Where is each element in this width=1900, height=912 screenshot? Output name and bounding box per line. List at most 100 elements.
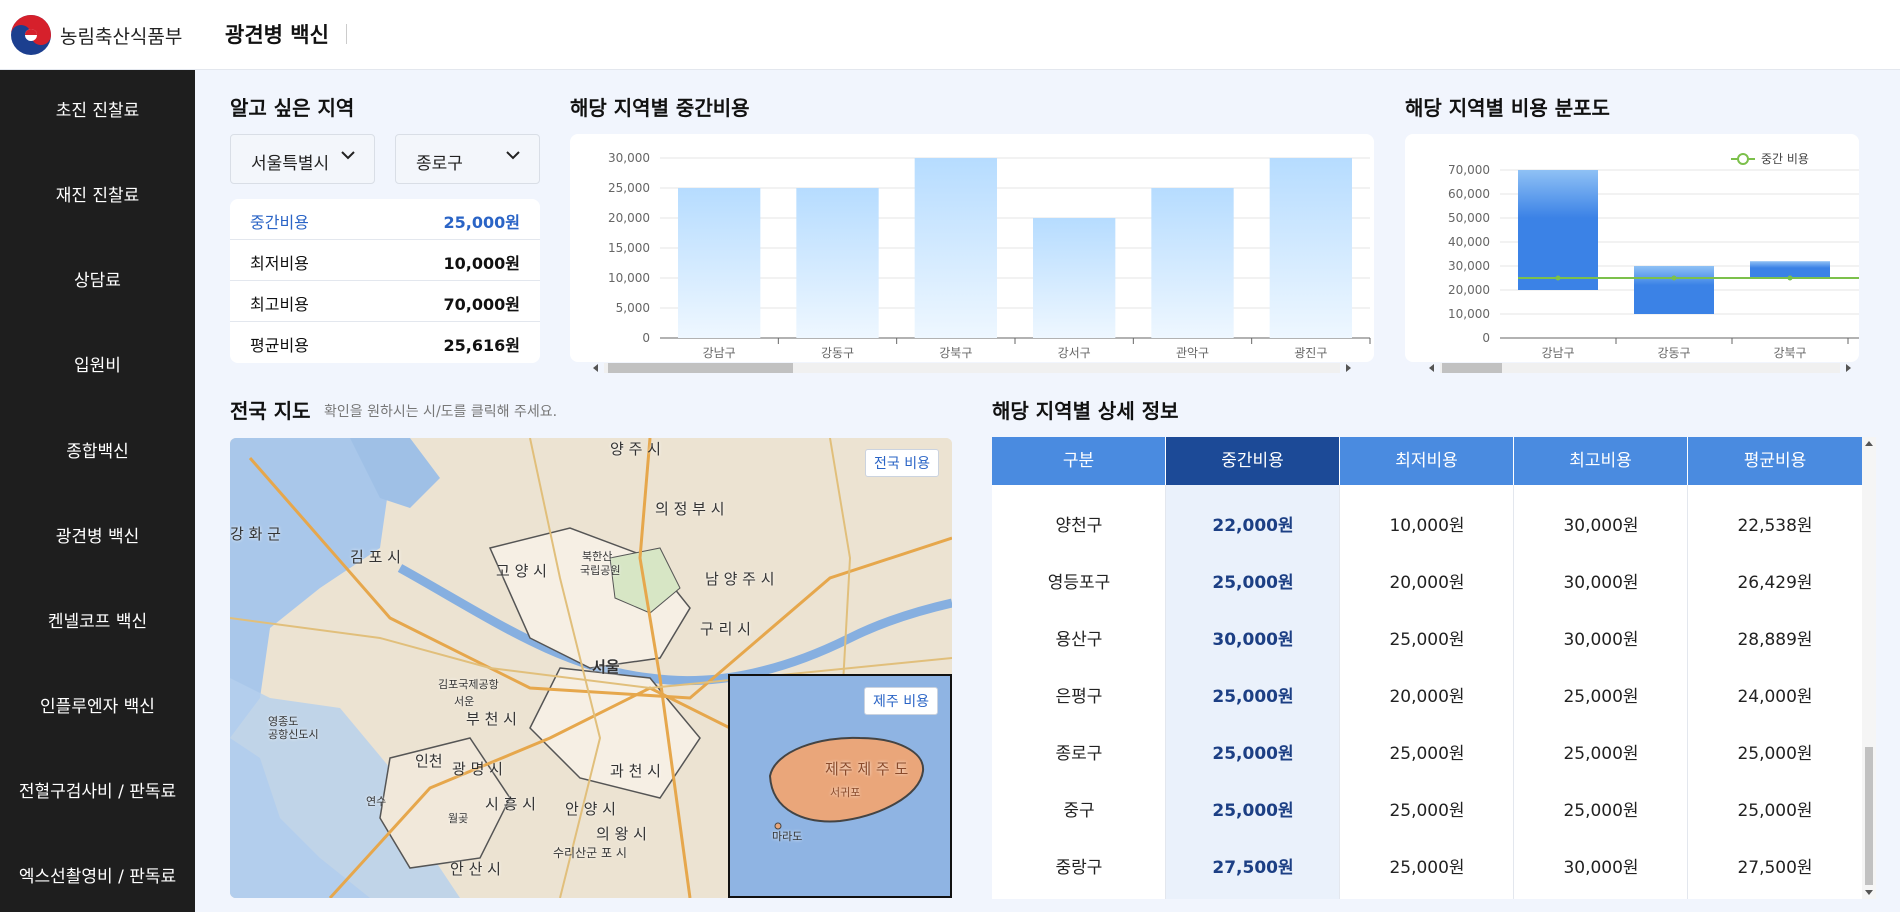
map-label: 남 양 주 시 — [705, 570, 775, 588]
table-cell-avg: 25,000원 — [1737, 744, 1813, 764]
map-label: 시 흥 시 — [485, 795, 536, 813]
table-scrollbar[interactable] — [1862, 437, 1876, 899]
table-row[interactable]: 중구 25,000원 25,000원 25,000원 25,000원 — [992, 783, 1862, 840]
city-dropdown[interactable]: 서울특별시 — [230, 134, 375, 184]
table-row[interactable]: 종로구 25,000원 25,000원 25,000원 25,000원 — [992, 726, 1862, 783]
table-cell-max: 25,000원 — [1563, 687, 1639, 707]
table-cell-median: 25,000원 — [1212, 801, 1294, 821]
median-chart-card: 0 5,000 10,000 15,000 20,000 25,000 30,000 강남구 강… — [570, 134, 1374, 362]
scroll-right-arrow-icon[interactable] — [1846, 364, 1851, 372]
table-row[interactable]: 용산구 30,000원 25,000원 30,000원 28,889원 — [992, 612, 1862, 669]
top-header: 농림축산식품부 광견병 백신 — [0, 0, 1900, 70]
range-bar[interactable] — [1634, 266, 1714, 314]
stat-label: 최고비용 — [250, 295, 309, 314]
table-cell-min: 20,000원 — [1389, 573, 1465, 593]
scrollbar-thumb[interactable] — [1865, 747, 1873, 885]
sidebar-item-combo-vaccine[interactable]: 종합백신 — [66, 442, 129, 462]
y-tick-label: 60,000 — [1448, 187, 1490, 201]
y-tick-label: 25,000 — [608, 181, 650, 195]
column-header-median[interactable]: 중간비용 — [1166, 437, 1340, 485]
bar[interactable] — [678, 188, 761, 338]
sidebar-item-cbc-test[interactable]: 전혈구검사비 / 판독료 — [18, 782, 177, 802]
stat-value: 25,616원 — [443, 336, 520, 355]
map-label: 고 양 시 — [496, 562, 547, 580]
jeju-island-shape[interactable] — [730, 676, 950, 896]
scroll-up-arrow-icon[interactable] — [1865, 441, 1873, 446]
sidebar-item-kennel-cough-vaccine[interactable]: 켄넬코프 백신 — [47, 612, 148, 632]
bar[interactable] — [1033, 218, 1116, 338]
scroll-right-arrow-icon[interactable] — [1346, 364, 1351, 372]
median-point[interactable] — [1555, 275, 1561, 281]
table-column — [1340, 485, 1514, 899]
table-cell-min: 25,000원 — [1389, 630, 1465, 650]
table-cell-region: 중랑구 — [1055, 858, 1103, 878]
sidebar-item-influenza-vaccine[interactable]: 인플루엔자 백신 — [40, 697, 155, 717]
y-tick-label: 5,000 — [616, 301, 650, 315]
column-header-region[interactable]: 구분 — [992, 437, 1166, 485]
median-chart-scrollbar[interactable] — [592, 360, 1352, 374]
column-header-avg[interactable]: 평균비용 — [1688, 437, 1862, 485]
jeju-label: 서귀포 — [830, 786, 861, 799]
median-point[interactable] — [1671, 275, 1677, 281]
jeju-inset-map[interactable]: 제주 제 주 도 서귀포 마라도 제주 비용 — [728, 674, 952, 898]
sidebar-item-initial-exam[interactable]: 초진 진찰료 — [55, 101, 140, 121]
table-cell-region: 영등포구 — [1047, 573, 1111, 593]
dist-chart-scrollbar[interactable] — [1428, 360, 1852, 374]
table-cell-region: 양천구 — [1055, 516, 1103, 536]
scrollbar-track[interactable] — [604, 363, 1340, 373]
bar[interactable] — [914, 158, 997, 338]
chevron-down-icon — [341, 151, 355, 160]
government-logo-icon[interactable] — [10, 14, 52, 56]
sidebar-item-xray[interactable]: 엑스선촬영비 / 판독료 — [18, 867, 177, 887]
sidebar-item-hospitalization[interactable]: 입원비 — [74, 356, 121, 376]
region-stats-card: 중간비용 25,000원 최저비용 10,000원 최고비용 70,000원 평… — [230, 199, 540, 363]
national-cost-button[interactable]: 전국 비용 — [865, 449, 939, 477]
page-title: 광견병 백신 — [225, 23, 329, 47]
table-cell-region: 종로구 — [1055, 744, 1103, 764]
y-tick-label: 10,000 — [1448, 307, 1490, 321]
scroll-down-arrow-icon[interactable] — [1865, 890, 1873, 895]
table-cell-avg: 27,500원 — [1737, 858, 1813, 878]
column-header-min[interactable]: 최저비용 — [1340, 437, 1514, 485]
stat-avg-row: 평균비용 25,616원 — [230, 322, 540, 363]
stat-value: 25,000원 — [443, 213, 520, 232]
column-header-max[interactable]: 최고비용 — [1514, 437, 1688, 485]
map-label: 영종도 — [268, 715, 299, 728]
table-cell-region: 중구 — [1063, 801, 1095, 821]
dist-chart-card: 0 10,000 20,000 30,000 40,000 50,000 60,000 70,… — [1405, 134, 1859, 362]
range-bar[interactable] — [1518, 170, 1598, 290]
map-label: 국립공원 — [580, 564, 621, 577]
scrollbar-track[interactable] — [1440, 363, 1840, 373]
table-row[interactable]: 영등포구 25,000원 20,000원 30,000원 26,429원 — [992, 555, 1862, 612]
x-tick-label: 강동구 — [821, 346, 854, 360]
sidebar-item-rabies-vaccine[interactable]: 광견병 백신 — [55, 527, 140, 547]
district-dropdown[interactable]: 종로구 — [395, 134, 540, 184]
jeju-cost-button[interactable]: 제주 비용 — [864, 687, 938, 715]
scrollbar-thumb[interactable] — [608, 363, 793, 373]
range-bar[interactable] — [1750, 261, 1830, 278]
stat-min-row: 최저비용 10,000원 — [230, 240, 540, 281]
bar[interactable] — [1269, 158, 1352, 338]
sidebar-item-consultation[interactable]: 상담료 — [74, 271, 121, 291]
scroll-left-arrow-icon[interactable] — [1429, 364, 1434, 372]
map-label: 월곶 — [448, 812, 469, 825]
table-row[interactable]: 양천구 22,000원 10,000원 30,000원 22,538원 — [992, 498, 1862, 555]
org-name[interactable]: 농림축산식품부 — [60, 26, 183, 48]
bar[interactable] — [1151, 188, 1234, 338]
table-row[interactable]: 은평구 25,000원 20,000원 25,000원 24,000원 — [992, 669, 1862, 726]
median-point[interactable] — [1787, 275, 1793, 281]
map-label: 서운 — [454, 695, 475, 708]
y-tick-label: 0 — [642, 331, 650, 345]
y-tick-label: 15,000 — [608, 241, 650, 255]
median-cost-chart: 0 5,000 10,000 15,000 20,000 25,000 30,000 강남구 강… — [608, 151, 1371, 360]
bar[interactable] — [796, 188, 879, 338]
sidebar-item-re-exam[interactable]: 재진 진찰료 — [55, 186, 140, 206]
y-tick-label: 50,000 — [1448, 211, 1490, 225]
x-tick-label: 강북구 — [1773, 346, 1806, 360]
scrollbar-thumb[interactable] — [1442, 363, 1502, 373]
region-select-title: 알고 싶은 지역 — [230, 96, 355, 120]
table-row[interactable]: 중랑구 27,500원 25,000원 30,000원 27,500원 — [992, 840, 1862, 897]
y-tick-label: 20,000 — [608, 211, 650, 225]
scroll-left-arrow-icon[interactable] — [593, 364, 598, 372]
table-cell-min: 25,000원 — [1389, 858, 1465, 878]
